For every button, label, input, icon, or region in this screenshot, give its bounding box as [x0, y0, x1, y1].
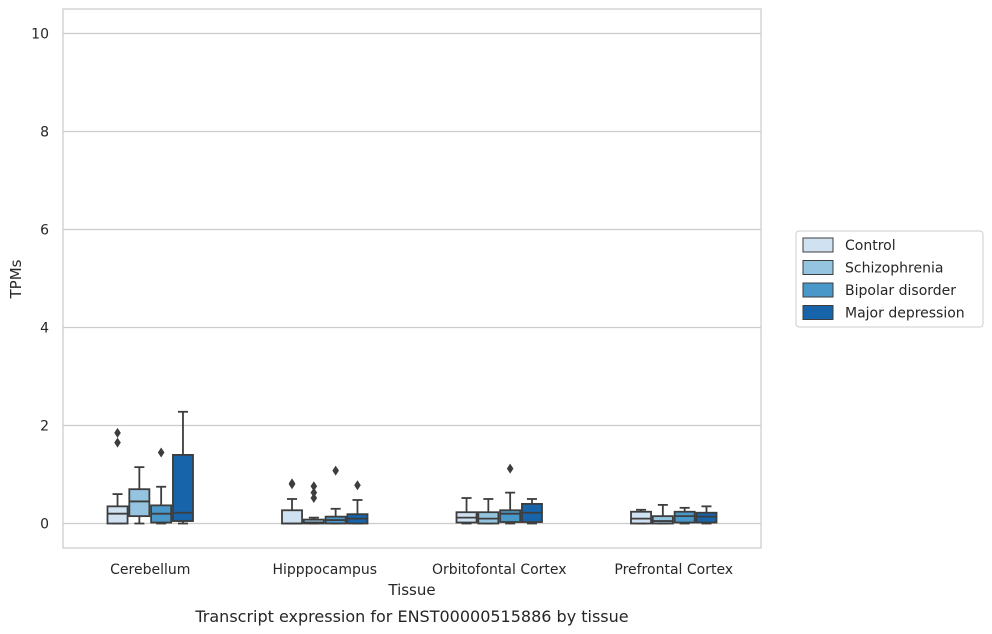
box-plot-major-depression: [695, 505, 718, 525]
box-plot-schizophrenia: [128, 466, 151, 525]
box-plot-bipolar-disorder: [150, 447, 173, 525]
legend: Control Schizophrenia Bipolar disorder Majo…: [795, 230, 984, 328]
x-tick-label: Cerebellum: [110, 562, 190, 578]
y-tick-label: 8: [40, 125, 49, 141]
box-plot-control: [281, 478, 303, 525]
box-iqr: [651, 515, 674, 525]
box-plot-major-depression: [346, 480, 369, 525]
box-plot-bipolar-disorder: [324, 465, 347, 525]
x-axis-label: Tissue: [387, 581, 435, 599]
legend-swatch: [802, 260, 834, 275]
legend-label: Bipolar disorder: [845, 283, 956, 299]
y-tick-labels: 0 2 4 6 8 10: [31, 27, 49, 533]
y-tick-label: 4: [40, 321, 49, 337]
y-tick-label: 6: [40, 223, 49, 239]
x-tick-labels: Cerebellum Hipppocampus Orbitofontal Corte…: [110, 562, 733, 578]
box-iqr: [106, 505, 129, 525]
outlier-point: [332, 465, 339, 476]
box-plot-schizophrenia: [651, 503, 674, 525]
outlier-point: [114, 437, 121, 448]
grid-lines: [63, 32, 761, 525]
outlier-point: [114, 427, 121, 438]
box-plot-bipolar-disorder: [673, 506, 696, 525]
outlier-point: [506, 463, 514, 474]
box-plot-control: [455, 497, 478, 525]
outlier-point: [310, 493, 318, 504]
box-iqr: [281, 509, 303, 525]
box-plot-control: [630, 508, 652, 525]
x-tick-label: Orbitofontal Cortex: [432, 562, 567, 578]
box-iqr: [630, 510, 652, 525]
box-plot-major-depression: [521, 498, 543, 525]
legend-swatch: [802, 237, 834, 253]
y-axis-label: TPMs: [7, 259, 25, 299]
outlier-point: [288, 478, 296, 489]
plot-area-frame: [62, 8, 762, 549]
x-tick-label: Hipppocampus: [272, 562, 377, 578]
box-plot-schizophrenia: [477, 498, 500, 525]
box-plot-control: [106, 427, 129, 525]
y-tick-label: 2: [40, 419, 49, 435]
legend-swatch: [802, 305, 834, 320]
y-tick-label: 0: [40, 517, 49, 533]
chart-caption: Transcript expression for ENST0000051588…: [194, 607, 628, 626]
outlier-point: [310, 487, 318, 498]
legend-items: Control Schizophrenia Bipolar disorder Majo…: [802, 237, 965, 322]
outlier-point: [310, 481, 318, 492]
x-tick-label: Prefrontal Cortex: [614, 562, 733, 578]
legend-swatch: [802, 282, 834, 298]
legend-label: Major depression: [845, 306, 965, 322]
legend-label: Schizophrenia: [845, 261, 943, 277]
box-iqr: [302, 518, 325, 525]
legend-label: Control: [845, 238, 896, 254]
y-tick-label: 10: [31, 27, 49, 43]
box-plot-bipolar-disorder: [499, 463, 522, 525]
box-series-layer: [106, 410, 718, 525]
box-iqr: [695, 511, 718, 524]
box-iqr: [172, 453, 194, 522]
legend-frame: [795, 230, 984, 328]
outlier-point: [354, 480, 361, 491]
box-plot-major-depression: [172, 410, 194, 525]
box-plot-schizophrenia: [302, 481, 325, 525]
box-iqr: [673, 510, 696, 524]
box-iqr: [499, 509, 522, 523]
outlier-point: [157, 447, 165, 458]
box-iqr: [128, 488, 151, 518]
